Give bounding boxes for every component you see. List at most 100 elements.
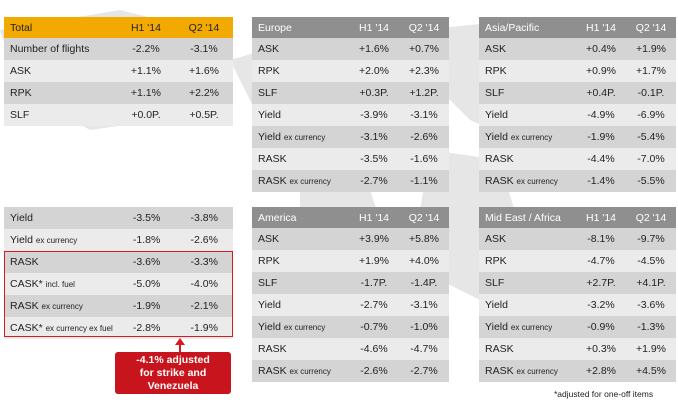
table-row: RASK ex currency +2.8% +4.5% xyxy=(479,360,676,382)
row-q2: -2.6% xyxy=(175,229,233,251)
callout-line-3: Venezuela xyxy=(147,379,199,392)
row-label-suffix: ex currency xyxy=(510,133,553,142)
row-h1: +1.9% xyxy=(349,250,399,272)
row-h1: -1.8% xyxy=(117,229,176,251)
region-header-label: Asia/Pacific xyxy=(479,17,576,38)
total-financial-table: Yield -3.5% -3.8% Yield ex currency -1.8… xyxy=(4,207,233,339)
row-q2: +4.0% xyxy=(399,250,449,272)
row-h1: +1.6% xyxy=(349,38,399,60)
row-q2: +0.7% xyxy=(399,38,449,60)
row-q2: +0.5P. xyxy=(174,104,233,126)
row-label: RASK xyxy=(485,175,514,187)
table-row: Yield -3.9% -3.1% xyxy=(252,104,449,126)
row-label: ASK xyxy=(258,43,280,55)
callout-line-1: -4.1% adjusted xyxy=(136,353,210,366)
row-q2: -9.7% xyxy=(626,228,676,250)
region-header-h1: H1 '14 xyxy=(576,207,626,228)
table-row: Number of flights -2.2% -3.1% xyxy=(4,38,233,60)
region-header-q2: Q2 '14 xyxy=(626,17,676,38)
row-q2: -7.0% xyxy=(626,148,676,170)
row-label: RASK xyxy=(10,300,39,312)
row-label: Yield xyxy=(485,299,508,311)
table-row: RASK ex currency -2.7% -1.1% xyxy=(252,170,449,192)
region-header-label: Mid East / Africa xyxy=(479,207,576,228)
row-q2: +4.5% xyxy=(626,360,676,382)
row-label-suffix: ex currency xyxy=(516,177,558,186)
row-label: ASK xyxy=(4,60,117,82)
europe-table-header: Europe H1 '14 Q2 '14 xyxy=(252,17,449,38)
table-row: RASK -4.4% -7.0% xyxy=(479,148,676,170)
row-q2: -3.1% xyxy=(399,104,449,126)
asia-table: Asia/Pacific H1 '14 Q2 '14 ASK +0.4% +1.9% RP… xyxy=(479,17,676,192)
row-label: Yield xyxy=(485,109,508,121)
row-h1: -3.1% xyxy=(349,126,399,148)
callout-note: -4.1% adjusted for strike and Venezuela xyxy=(115,352,231,394)
mideast-table: Mid East / Africa H1 '14 Q2 '14 ASK -8.1% -9… xyxy=(479,207,676,382)
table-row: RPK +0.9% +1.7% xyxy=(479,60,676,82)
row-h1: -3.5% xyxy=(349,148,399,170)
total-header-label: Total xyxy=(4,17,117,38)
row-label: RASK xyxy=(485,343,514,355)
row-q2: -4.5% xyxy=(626,250,676,272)
row-q2: -2.1% xyxy=(175,295,233,317)
row-q2: -2.7% xyxy=(399,360,449,382)
table-row: RASK ex currency -2.6% -2.7% xyxy=(252,360,449,382)
row-h1: -2.7% xyxy=(349,294,399,316)
region-header-h1: H1 '14 xyxy=(349,17,399,38)
row-q2: +1.7% xyxy=(626,60,676,82)
table-row: SLF +0.3P. +1.2P. xyxy=(252,82,449,104)
row-q2: +1.9% xyxy=(626,38,676,60)
table-row: RPK -4.7% -4.5% xyxy=(479,250,676,272)
highlight-box xyxy=(4,251,233,337)
row-h1: -0.9% xyxy=(576,316,626,338)
row-q2: -0.1P. xyxy=(626,82,676,104)
row-q2: -1.0% xyxy=(399,316,449,338)
row-q2: +1.9% xyxy=(626,338,676,360)
row-q2: -4.0% xyxy=(175,273,233,295)
row-label: Yield xyxy=(258,299,281,311)
row-h1: -2.8% xyxy=(117,317,176,339)
row-label: RASK xyxy=(485,153,514,165)
row-label: RPK xyxy=(4,82,117,104)
row-h1: -3.9% xyxy=(349,104,399,126)
row-h1: -5.0% xyxy=(117,273,176,295)
table-row: CASK* incl. fuel -5.0% -4.0% xyxy=(4,273,233,295)
table-row: RASK ex currency -1.4% -5.5% xyxy=(479,170,676,192)
row-label-suffix: ex currency ex fuel xyxy=(45,324,113,333)
row-label: SLF xyxy=(258,87,278,99)
table-row: SLF -1.7P. -1.4P. xyxy=(252,272,449,294)
row-label-suffix: ex currency xyxy=(283,323,326,332)
row-h1: -4.4% xyxy=(576,148,626,170)
row-q2: +2.2% xyxy=(174,82,233,104)
america-table: America H1 '14 Q2 '14 ASK +3.9% +5.8% RPK +1.… xyxy=(252,207,449,382)
row-q2: -1.4P. xyxy=(399,272,449,294)
table-row: Yield -4.9% -6.9% xyxy=(479,104,676,126)
europe-table: Europe H1 '14 Q2 '14 ASK +1.6% +0.7% RPK +2.0… xyxy=(252,17,449,192)
row-label-suffix: ex currency xyxy=(289,177,331,186)
table-row: RASK -4.6% -4.7% xyxy=(252,338,449,360)
row-q2: -3.8% xyxy=(175,207,233,229)
table-row: Yield ex currency -3.1% -2.6% xyxy=(252,126,449,148)
row-q2: -3.3% xyxy=(175,251,233,273)
row-label-suffix: ex currency xyxy=(289,367,331,376)
table-row: ASK +0.4% +1.9% xyxy=(479,38,676,60)
callout-arrow-stem xyxy=(179,344,181,352)
row-label-suffix: incl. fuel xyxy=(45,280,75,289)
row-label-suffix: ex currency xyxy=(35,236,78,245)
row-h1: -2.7% xyxy=(349,170,399,192)
row-h1: -2.6% xyxy=(349,360,399,382)
row-q2: -6.9% xyxy=(626,104,676,126)
row-h1: -1.9% xyxy=(576,126,626,148)
row-label: RASK xyxy=(258,175,287,187)
table-row: Yield ex currency -0.9% -1.3% xyxy=(479,316,676,338)
row-q2: -1.9% xyxy=(175,317,233,339)
row-q2: -4.7% xyxy=(399,338,449,360)
row-label: RPK xyxy=(258,255,280,267)
row-h1: -8.1% xyxy=(576,228,626,250)
row-q2: -3.1% xyxy=(174,38,233,60)
table-row: CASK* ex currency ex fuel -2.8% -1.9% xyxy=(4,317,233,339)
row-h1: -4.7% xyxy=(576,250,626,272)
row-q2: -5.4% xyxy=(626,126,676,148)
table-row: ASK +3.9% +5.8% xyxy=(252,228,449,250)
mideast-table-header: Mid East / Africa H1 '14 Q2 '14 xyxy=(479,207,676,228)
